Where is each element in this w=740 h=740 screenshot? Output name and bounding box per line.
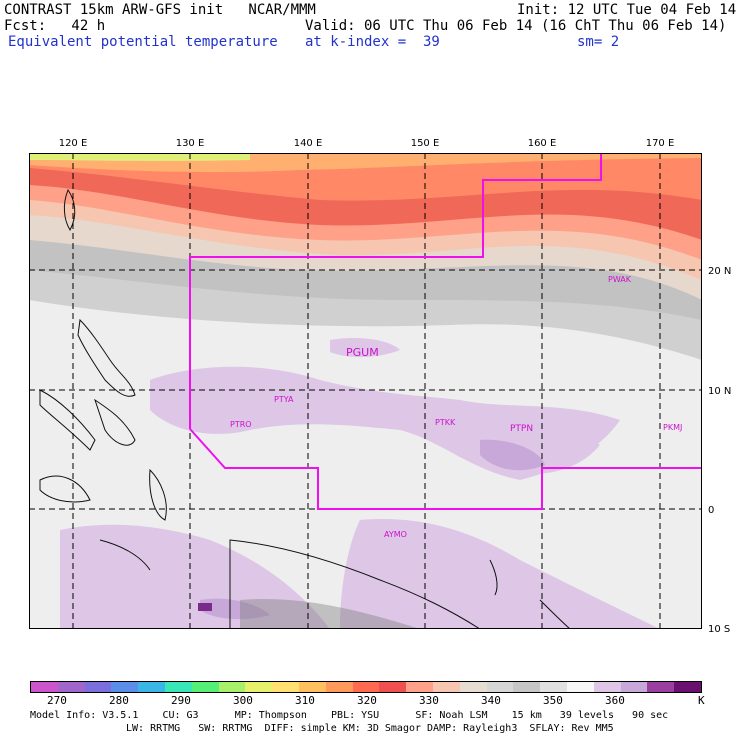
lon-label: 150 E	[411, 138, 440, 149]
colorbar-swatch	[459, 682, 487, 692]
colorbar-swatch	[540, 682, 567, 692]
colorbar-label: 280	[109, 694, 129, 707]
region-boundary	[189, 153, 702, 510]
colorbar-label: 330	[419, 694, 439, 707]
colorbar-label: 310	[295, 694, 315, 707]
land-shading	[240, 599, 420, 629]
lon-label: 130 E	[176, 138, 205, 149]
colorbar-swatch	[111, 682, 139, 692]
station-ptkk: PTKK	[435, 418, 456, 427]
colorbar-swatch	[57, 682, 85, 692]
lat-label: 10 N	[708, 386, 731, 397]
colorbar-label: 320	[357, 694, 377, 707]
smoothing-info: sm= 2	[577, 34, 620, 50]
model-info-line2: LW: RRTMG SW: RRTMG DIFF: simple KM: 3D …	[126, 723, 614, 734]
colorbar-label: 290	[171, 694, 191, 707]
colorbar-label: 340	[481, 694, 501, 707]
coastlines	[39, 188, 571, 629]
colorbar-swatch	[513, 682, 541, 692]
lat-axis: 20 N 10 N 0 10 S	[708, 266, 731, 635]
lon-axis: 120 E 130 E 140 E 150 E 160 E 170 E	[59, 138, 675, 149]
colorbar-swatch	[432, 682, 460, 692]
header-title: CONTRAST 15km ARW-GFS init NCAR/MMM	[4, 2, 316, 18]
colorbar-swatch	[674, 682, 701, 692]
station-ptro: PTRO	[230, 420, 252, 429]
colorbar-swatch	[84, 682, 112, 692]
colorbar-swatch	[566, 682, 594, 692]
station-ptya: PTYA	[274, 395, 294, 404]
lon-label: 170 E	[646, 138, 675, 149]
graticule	[29, 153, 702, 629]
lon-label: 120 E	[59, 138, 88, 149]
colorbar-label: 270	[47, 694, 67, 707]
header-forecast-hour: Fcst: 42 h	[4, 18, 106, 34]
colorbar	[30, 681, 702, 693]
lat-label: 0	[708, 505, 714, 516]
colorbar-swatch	[272, 682, 299, 692]
colorbar-swatch	[486, 682, 514, 692]
colorbar-label: 300	[233, 694, 253, 707]
lon-label: 140 E	[294, 138, 323, 149]
colorbar-unit: K	[698, 694, 705, 707]
stations: PWAK PGUM PTYA PTRO PTKK PTPN PKMJ AYMO	[230, 275, 682, 539]
station-ptpn: PTPN	[510, 424, 533, 434]
station-pgum: PGUM	[346, 346, 379, 359]
colorbar-swatch	[31, 682, 58, 692]
colorbar-swatch	[218, 682, 246, 692]
field-name: Equivalent potential temperature	[8, 34, 278, 50]
model-info-line1: Model Info: V3.5.1 CU: G3 MP: Thompson P…	[30, 710, 669, 721]
lat-label: 10 S	[708, 624, 730, 635]
colorbar-swatch	[298, 682, 326, 692]
station-aymo: AYMO	[384, 530, 407, 539]
colorbar-swatch	[245, 682, 273, 692]
colorbar-label: 350	[543, 694, 563, 707]
colorbar-swatch	[406, 682, 433, 692]
colorbar-swatch	[352, 682, 380, 692]
station-pwak: PWAK	[608, 275, 632, 284]
colorbar-swatch	[325, 682, 353, 692]
colorbar-swatch	[379, 682, 407, 692]
lat-label: 20 N	[708, 266, 731, 277]
plot-frame	[29, 153, 702, 629]
colorbar-swatch	[620, 682, 648, 692]
colorbar-swatch	[647, 682, 675, 692]
colorbar-label: 360	[605, 694, 625, 707]
colorbar-swatch	[138, 682, 165, 692]
station-pkmj: PKMJ	[663, 423, 682, 432]
map-fill	[29, 153, 702, 629]
colorbar-swatch	[593, 682, 621, 692]
level-info: at k-index = 39	[305, 34, 440, 50]
lon-label: 160 E	[528, 138, 557, 149]
header-valid-time: Valid: 06 UTC Thu 06 Feb 14 (16 ChT Thu …	[305, 18, 727, 34]
colorbar-swatch	[164, 682, 192, 692]
header-init-time: Init: 12 UTC Tue 04 Feb 14	[517, 2, 737, 18]
colorbar-swatch	[191, 682, 219, 692]
